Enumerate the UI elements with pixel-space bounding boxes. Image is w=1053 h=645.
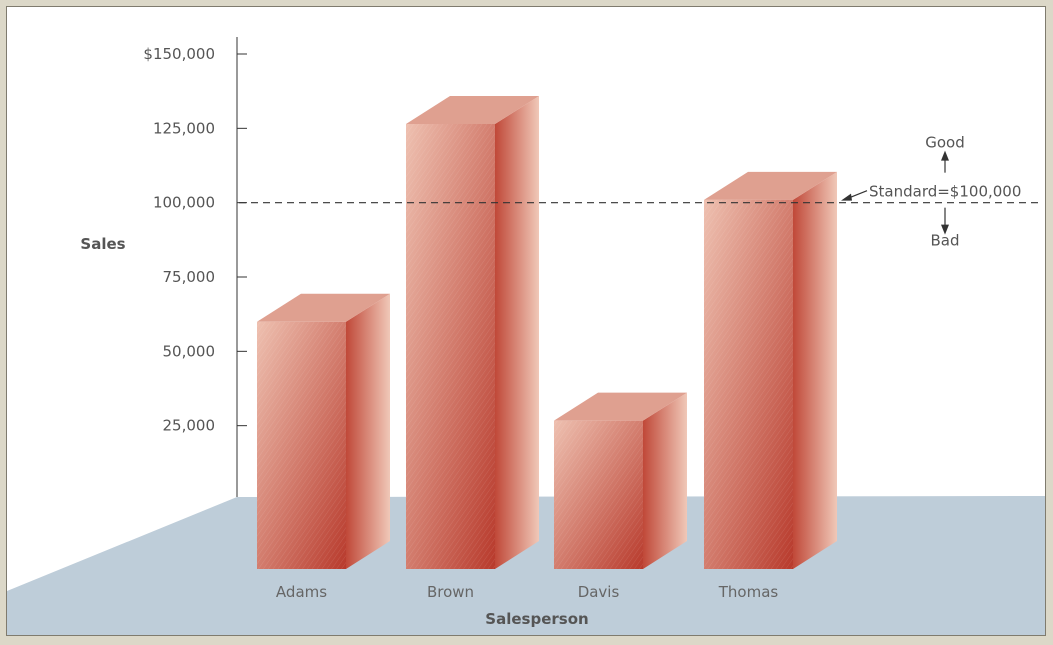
bar-adams	[257, 293, 390, 569]
y-tick-label: 100,000	[153, 194, 215, 212]
bar-side	[495, 96, 539, 569]
bar-brown	[406, 96, 539, 569]
bar-side	[793, 171, 837, 569]
good-arrowhead	[941, 150, 949, 161]
bar-side	[643, 392, 687, 569]
y-tick-label: 75,000	[163, 268, 216, 286]
y-tick-label: 50,000	[163, 342, 216, 360]
bad-label: Bad	[930, 232, 959, 250]
bar-top	[406, 96, 539, 124]
bar-top	[704, 171, 837, 200]
x-axis-title: Salesperson	[485, 610, 588, 628]
bar-side	[346, 293, 390, 569]
y-axis-ticks: 25,000 50,000 75,000 100,000 125,000 $150,000	[143, 45, 247, 435]
bad-arrowhead	[941, 224, 949, 235]
bars-group: Adams Brown Davis Thomas	[257, 96, 837, 601]
x-tick-label: Brown	[427, 583, 474, 601]
y-tick-label: $150,000	[143, 45, 215, 63]
y-tick-label: 25,000	[163, 417, 216, 435]
x-tick-label: Davis	[578, 583, 620, 601]
x-tick-label: Thomas	[718, 583, 779, 601]
standard-pointer-arrowhead	[841, 193, 852, 201]
y-tick-label: 125,000	[153, 119, 215, 137]
bar-front-texture	[554, 420, 643, 569]
bar-top	[554, 392, 687, 421]
y-axis-title: Sales	[80, 235, 125, 253]
bar-front-texture	[406, 124, 495, 569]
standard-label: Standard=$100,000	[869, 183, 1021, 201]
sales-bar-chart: 25,000 50,000 75,000 100,000 125,000 $150,000…	[7, 37, 1045, 635]
bar-front-texture	[257, 321, 346, 569]
bar-thomas	[704, 171, 837, 569]
bar-top	[257, 293, 390, 322]
bar-davis	[554, 392, 687, 569]
x-tick-label: Adams	[276, 583, 327, 601]
bar-front-texture	[704, 199, 793, 569]
chart-frame: 25,000 50,000 75,000 100,000 125,000 $150,000…	[6, 6, 1046, 636]
good-label: Good	[925, 134, 965, 152]
